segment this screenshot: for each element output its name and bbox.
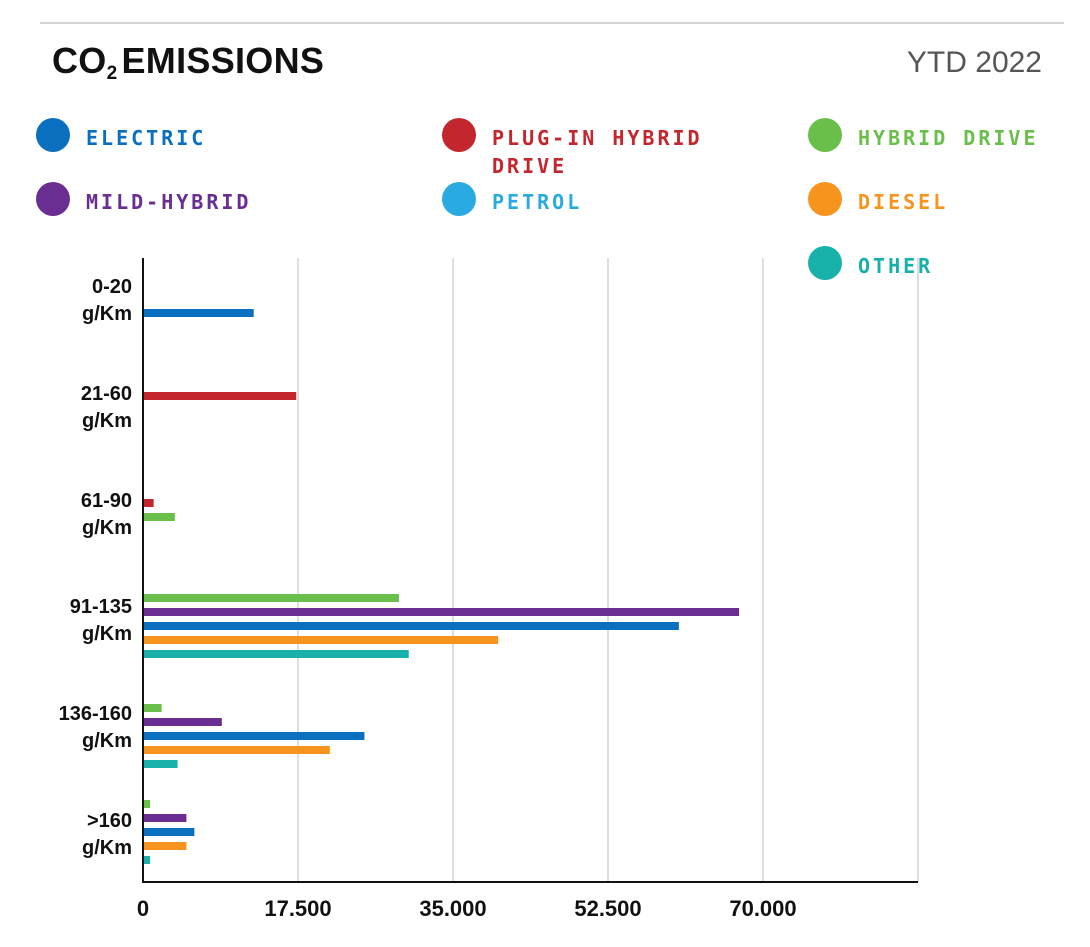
bar-hybrid-drive-91-135 [143, 594, 399, 602]
bar-other-91-135 [143, 650, 409, 658]
legend-label-diesel: DIESEL [858, 190, 949, 214]
x-tick-label: 17.500 [264, 896, 332, 921]
x-tick-label: 70.000 [729, 896, 797, 921]
legend-item-mild-hybrid: MILD-HYBRID [36, 182, 306, 216]
legend-dot-electric [36, 118, 70, 152]
bar-hybrid-drive-136-160 [143, 704, 162, 712]
legend-item-hybrid-drive: HYBRID DRIVE [808, 118, 1088, 152]
legend-item-plug-in-hybrid: PLUG-IN HYBRID DRIVE [442, 118, 712, 180]
y-tick-label: 21-60 g/Km [80, 383, 132, 432]
legend-label-hybrid-drive: HYBRID DRIVE [858, 126, 1039, 150]
x-tick-label: 35.000 [419, 896, 487, 921]
x-tick-label: 52.500 [574, 896, 642, 921]
bar-diesel-91-135 [143, 636, 499, 644]
legend-dot-diesel [808, 182, 842, 216]
bar-hybrid-drive-61-90 [143, 513, 175, 521]
legend-label-electric: ELECTRIC [86, 126, 207, 150]
chart-title: CO2 EMISSIONS [52, 40, 325, 84]
y-tick-label: 61-90 g/Km [80, 490, 132, 539]
top-divider [40, 22, 1064, 24]
legend-item-petrol: PETROL [442, 182, 712, 216]
x-tick-label: 0 [136, 896, 150, 921]
bar-electric-0-20 [143, 309, 254, 317]
bar-diesel--160 [143, 842, 187, 850]
legend-label-petrol: PETROL [492, 190, 583, 214]
bar-other--160 [143, 856, 151, 864]
legend-item-diesel: DIESEL [808, 182, 1078, 216]
legend-dot-plug-in-hybrid [442, 118, 476, 152]
bar-hybrid-drive--160 [143, 800, 151, 808]
legend-item-electric: ELECTRIC [36, 118, 306, 152]
bar-other-136-160 [143, 760, 178, 768]
bar-mild-hybrid-136-160 [143, 718, 222, 726]
y-tick-label: 0-20 g/Km [82, 276, 132, 325]
legend-label-mild-hybrid: MILD-HYBRID [86, 190, 252, 214]
bar-diesel-136-160 [143, 746, 330, 754]
y-tick-label: >160 g/Km [82, 810, 132, 859]
bar-electric-136-160 [143, 732, 365, 740]
y-tick-label: 136-160 g/Km [58, 703, 132, 752]
legend-label-plug-in-hybrid: PLUG-IN HYBRID DRIVE [492, 126, 703, 178]
legend-dot-mild-hybrid [36, 182, 70, 216]
legend-dot-petrol [442, 182, 476, 216]
bar-mild-hybrid--160 [143, 814, 187, 822]
bar-electric--160 [143, 828, 195, 836]
y-tick-label: 91-135 g/Km [69, 596, 132, 645]
bar-electric-91-135 [143, 622, 679, 630]
bar-mild-hybrid-91-135 [143, 608, 740, 616]
bar-plug-in-hybrid-drive-61-90 [143, 499, 154, 507]
legend-dot-hybrid-drive [808, 118, 842, 152]
legend-dot-other [808, 246, 842, 280]
bar-plug-in-hybrid-drive-21-60 [143, 392, 297, 400]
period-label: YTD 2022 [906, 46, 1042, 79]
